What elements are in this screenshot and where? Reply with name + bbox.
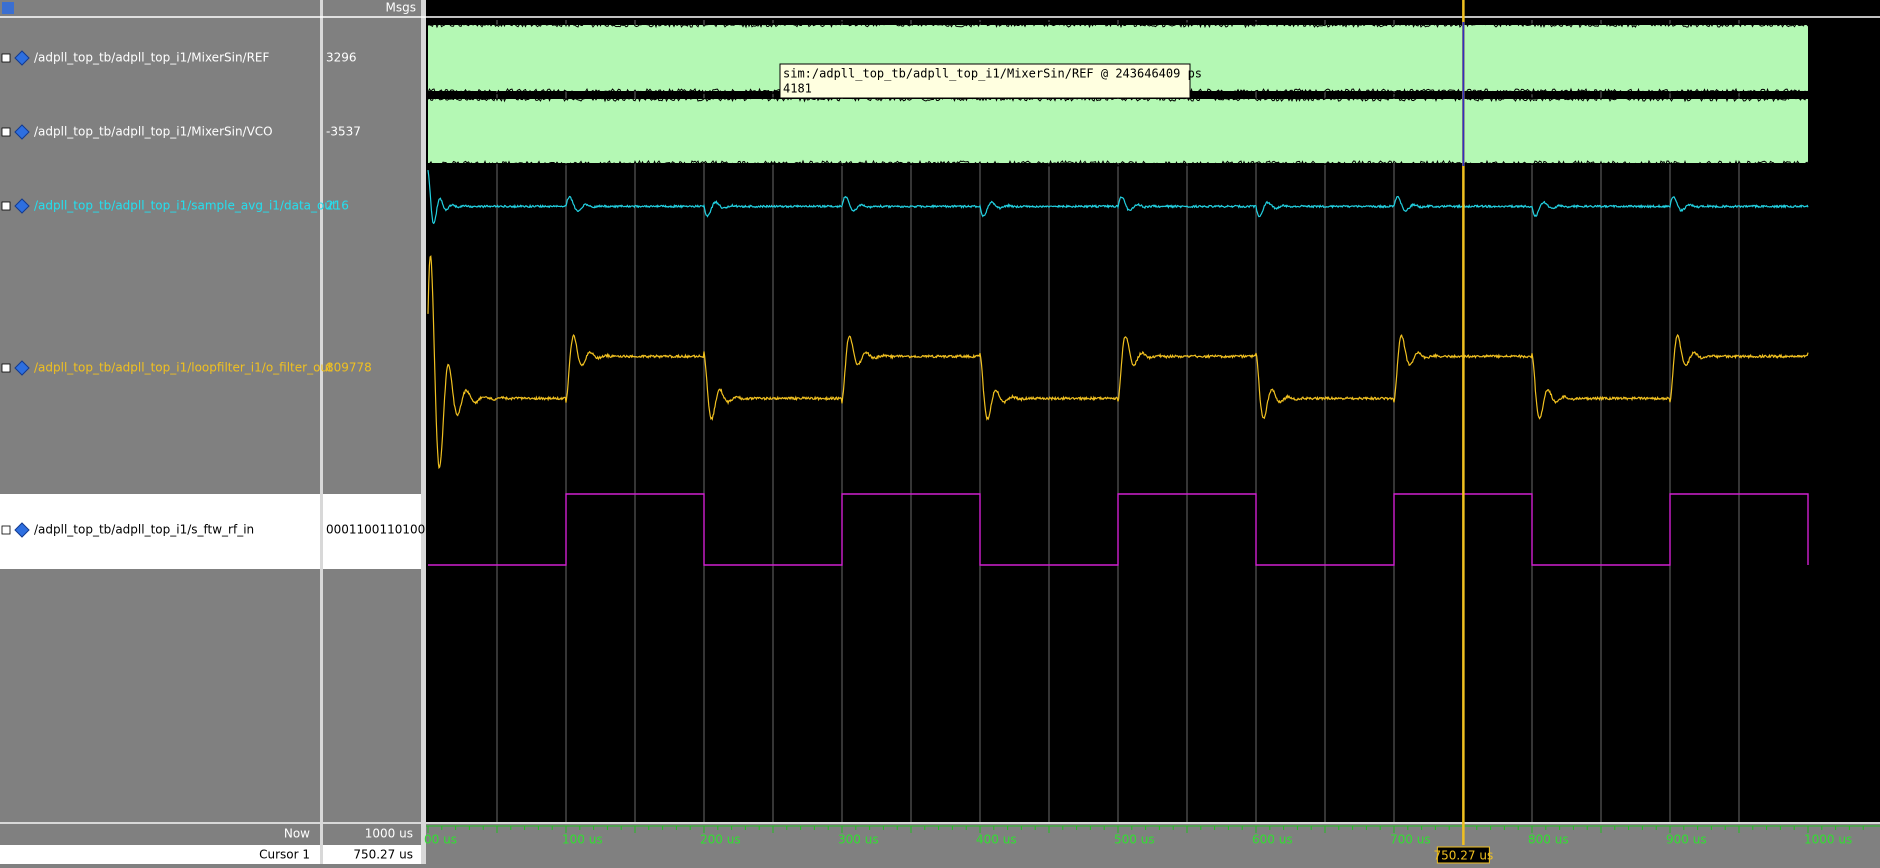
time-label: 300 us (838, 833, 879, 847)
time-label: 700 us (1390, 833, 1431, 847)
cursor-tag[interactable] (1436, 846, 1490, 864)
signal-icon (14, 124, 30, 140)
signal-icon (14, 198, 30, 214)
pane-divider (320, 0, 323, 864)
selected-row (0, 494, 320, 569)
tooltip (779, 63, 1191, 99)
cursor-row-bg (0, 845, 320, 864)
expand-box[interactable] (1, 53, 11, 63)
tooltip-line: 4181 (783, 82, 812, 96)
signal-value: 809778 (326, 361, 372, 375)
selected-row (323, 494, 421, 569)
signal-name[interactable]: /adpll_top_tb/adpll_top_i1/MixerSin/REF (34, 51, 270, 65)
now-label: Now (284, 827, 310, 841)
signal-icon (14, 522, 30, 538)
analog-band (428, 99, 1808, 163)
pane-divider (421, 0, 426, 864)
expand-box[interactable] (1, 363, 11, 373)
waveform (427, 170, 1809, 225)
time-label: 800 us (1528, 833, 1569, 847)
time-label: 1000 us (1804, 833, 1852, 847)
signal-icon (14, 50, 30, 66)
expand-box[interactable] (1, 201, 11, 211)
time-label: 200 us (700, 833, 741, 847)
signal-icon (14, 360, 30, 376)
analog-noise (427, 159, 1809, 168)
expand-box[interactable] (1, 127, 11, 137)
waveform (427, 255, 1809, 470)
time-label: 500 us (1114, 833, 1155, 847)
cursor-value-bg (323, 845, 421, 864)
time-label: 400 us (976, 833, 1017, 847)
toolbar-icon[interactable] (2, 2, 14, 14)
signal-value: 216 (326, 199, 349, 213)
time-label: 600 us (1252, 833, 1293, 847)
signal-name[interactable]: /adpll_top_tb/adpll_top_i1/sample_avg_i1… (34, 199, 337, 213)
digital-wave (428, 493, 1809, 566)
signal-name[interactable]: /adpll_top_tb/adpll_top_i1/s_ftw_rf_in (34, 523, 254, 537)
analog-noise (427, 20, 1809, 29)
signal-name[interactable]: /adpll_top_tb/adpll_top_i1/MixerSin/VCO (34, 125, 273, 139)
time-label: 100 us (562, 833, 603, 847)
expand-box[interactable] (1, 525, 11, 535)
cursor-label[interactable]: Cursor 1 (259, 848, 310, 862)
signal-name[interactable]: /adpll_top_tb/adpll_top_i1/loopfilter_i1… (34, 361, 333, 375)
time-label: 900 us (1666, 833, 1707, 847)
tooltip-line: sim:/adpll_top_tb/adpll_top_i1/MixerSin/… (783, 67, 1202, 81)
signal-value: 00011001101001... (326, 523, 444, 537)
values-header: Msgs (386, 1, 416, 15)
signal-value: 3296 (326, 51, 357, 65)
cursor-value: 750.27 us (353, 848, 413, 862)
cursor-tag-text: 750.27 us (1434, 849, 1494, 863)
now-value: 1000 us (365, 827, 413, 841)
signal-value: -3537 (326, 125, 361, 139)
time-label: 00 us (424, 833, 457, 847)
footer-line (0, 822, 1880, 824)
